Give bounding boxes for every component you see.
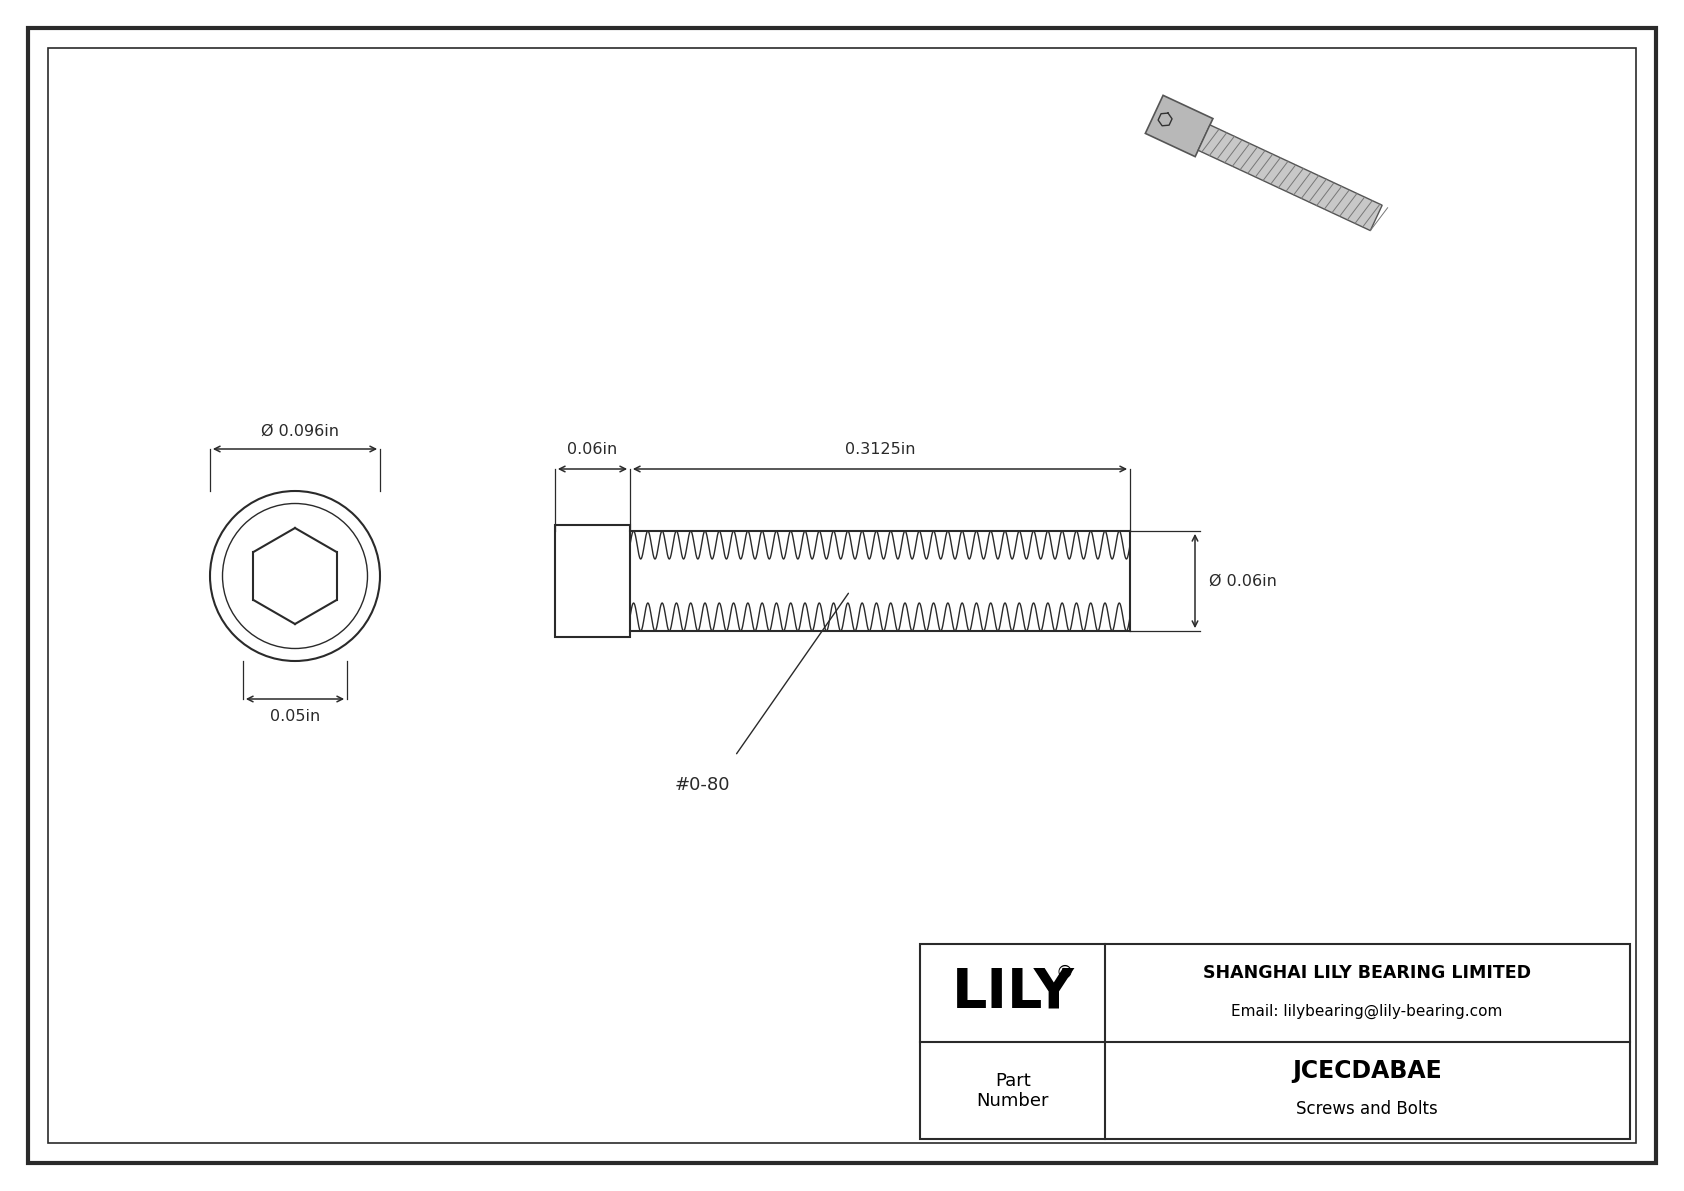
Text: SHANGHAI LILY BEARING LIMITED: SHANGHAI LILY BEARING LIMITED <box>1202 964 1531 983</box>
Polygon shape <box>1145 95 1212 157</box>
Text: Part
Number: Part Number <box>977 1072 1049 1110</box>
Text: 0.3125in: 0.3125in <box>845 442 914 457</box>
Text: LILY: LILY <box>951 966 1074 1019</box>
Text: 0.06in: 0.06in <box>568 442 618 457</box>
Text: #0-80: #0-80 <box>675 777 731 794</box>
Bar <box>919 944 1630 1139</box>
Text: JCECDABAE: JCECDABAE <box>1292 1059 1442 1083</box>
Text: Ø 0.06in: Ø 0.06in <box>1209 574 1276 588</box>
Text: ®: ® <box>1056 964 1074 983</box>
Polygon shape <box>1197 125 1383 231</box>
Text: Screws and Bolts: Screws and Bolts <box>1297 1100 1438 1118</box>
Text: 0.05in: 0.05in <box>269 709 320 724</box>
Bar <box>556 525 630 637</box>
Text: Ø 0.096in: Ø 0.096in <box>261 424 338 439</box>
Text: Email: lilybearing@lily-bearing.com: Email: lilybearing@lily-bearing.com <box>1231 1003 1502 1018</box>
